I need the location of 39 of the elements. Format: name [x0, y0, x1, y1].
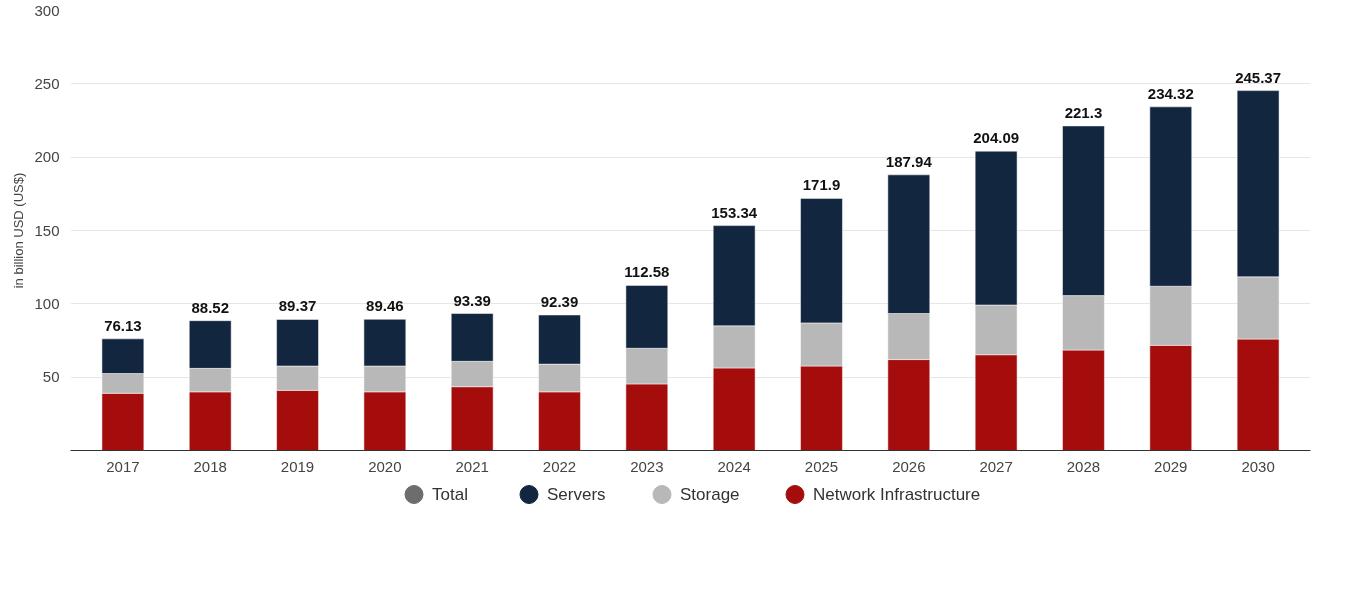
x-tick-label: 2025	[804, 457, 839, 475]
total-label: 187.94	[885, 152, 933, 170]
total-label: 76.13	[104, 316, 142, 334]
x-tick-label: 2020	[368, 457, 402, 475]
y-tick-label: 150	[34, 221, 60, 239]
y-tick-label: 250	[34, 74, 60, 92]
total-label: 112.58	[624, 263, 670, 281]
total-label: 89.37	[278, 297, 317, 315]
x-tick-label: 2030	[1241, 457, 1275, 475]
x-tick-label: 2027	[979, 457, 1013, 475]
x-tick-label: 2024	[717, 457, 751, 475]
total-label: 153.34	[711, 203, 758, 221]
total-label: 221.3	[1064, 103, 1103, 121]
total-label: 234.32	[1147, 84, 1194, 102]
x-tick-label: 2023	[630, 457, 664, 475]
x-tick-label: 2026	[892, 457, 926, 475]
total-label: 245.37	[1235, 68, 1282, 86]
total-label: 88.52	[191, 298, 229, 316]
x-tick-label: 2022	[542, 457, 577, 475]
legend-label: Servers	[547, 485, 606, 504]
x-tick-label: 2021	[455, 457, 489, 475]
total-label: 92.39	[540, 292, 579, 310]
x-tick-label: 2019	[280, 457, 315, 475]
y-axis-title: in billion USD (US$)	[11, 172, 27, 289]
legend-label: Network Infrastructure	[813, 485, 981, 504]
x-tick-label: 2029	[1154, 457, 1188, 475]
y-tick-label: 50	[42, 368, 60, 386]
x-tick-label: 2028	[1066, 457, 1101, 475]
y-tick-label: 300	[34, 1, 60, 19]
legend-label: Storage	[680, 485, 740, 504]
legend-label: Total	[432, 485, 468, 504]
total-label: 93.39	[453, 291, 491, 309]
x-tick-label: 2017	[106, 457, 140, 475]
total-label: 204.09	[973, 129, 1020, 147]
total-label: 171.9	[802, 176, 841, 194]
y-tick-label: 100	[34, 294, 60, 312]
x-tick-label: 2018	[193, 457, 227, 475]
y-tick-label: 200	[34, 148, 60, 166]
total-label: 89.46	[366, 297, 404, 315]
